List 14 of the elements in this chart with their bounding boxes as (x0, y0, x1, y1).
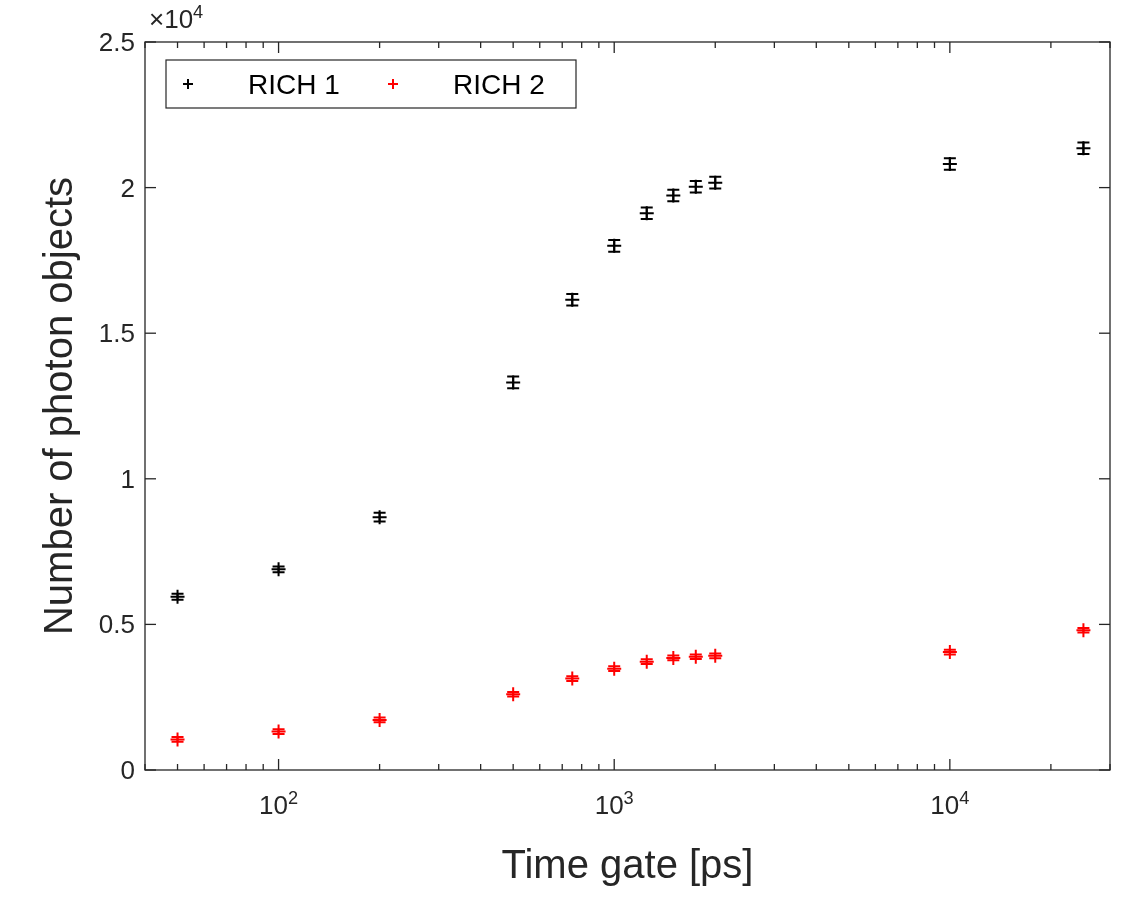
x-tick-label: 10$^{2}$ (259, 788, 299, 820)
y-tick-label: 2.5 (98, 27, 135, 57)
y-tick-label: 1.5 (98, 318, 135, 349)
y-axis-title: Number of photon objects (36, 176, 80, 636)
y-tick-label: 1 (120, 463, 135, 494)
x-tick-label: 10$^{4}$ (930, 788, 970, 820)
legend-label: RICH 1 (248, 69, 340, 100)
x-tick-label: 10$^{3}$ (594, 788, 634, 820)
text: ×10$^{4}$ (149, 2, 204, 34)
y-tick-label: 0 (120, 755, 135, 785)
y-tick-label: 0.5 (98, 609, 135, 640)
x-axis-title: Time gate [ps] (501, 842, 754, 886)
legend-label: RICH 2 (453, 69, 545, 100)
y-tick-label: 2 (120, 172, 135, 203)
